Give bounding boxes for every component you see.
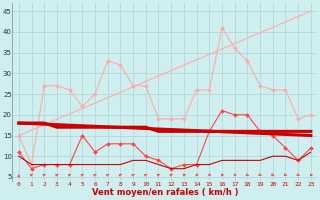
X-axis label: Vent moyen/en rafales ( km/h ): Vent moyen/en rafales ( km/h ) (92, 188, 238, 197)
